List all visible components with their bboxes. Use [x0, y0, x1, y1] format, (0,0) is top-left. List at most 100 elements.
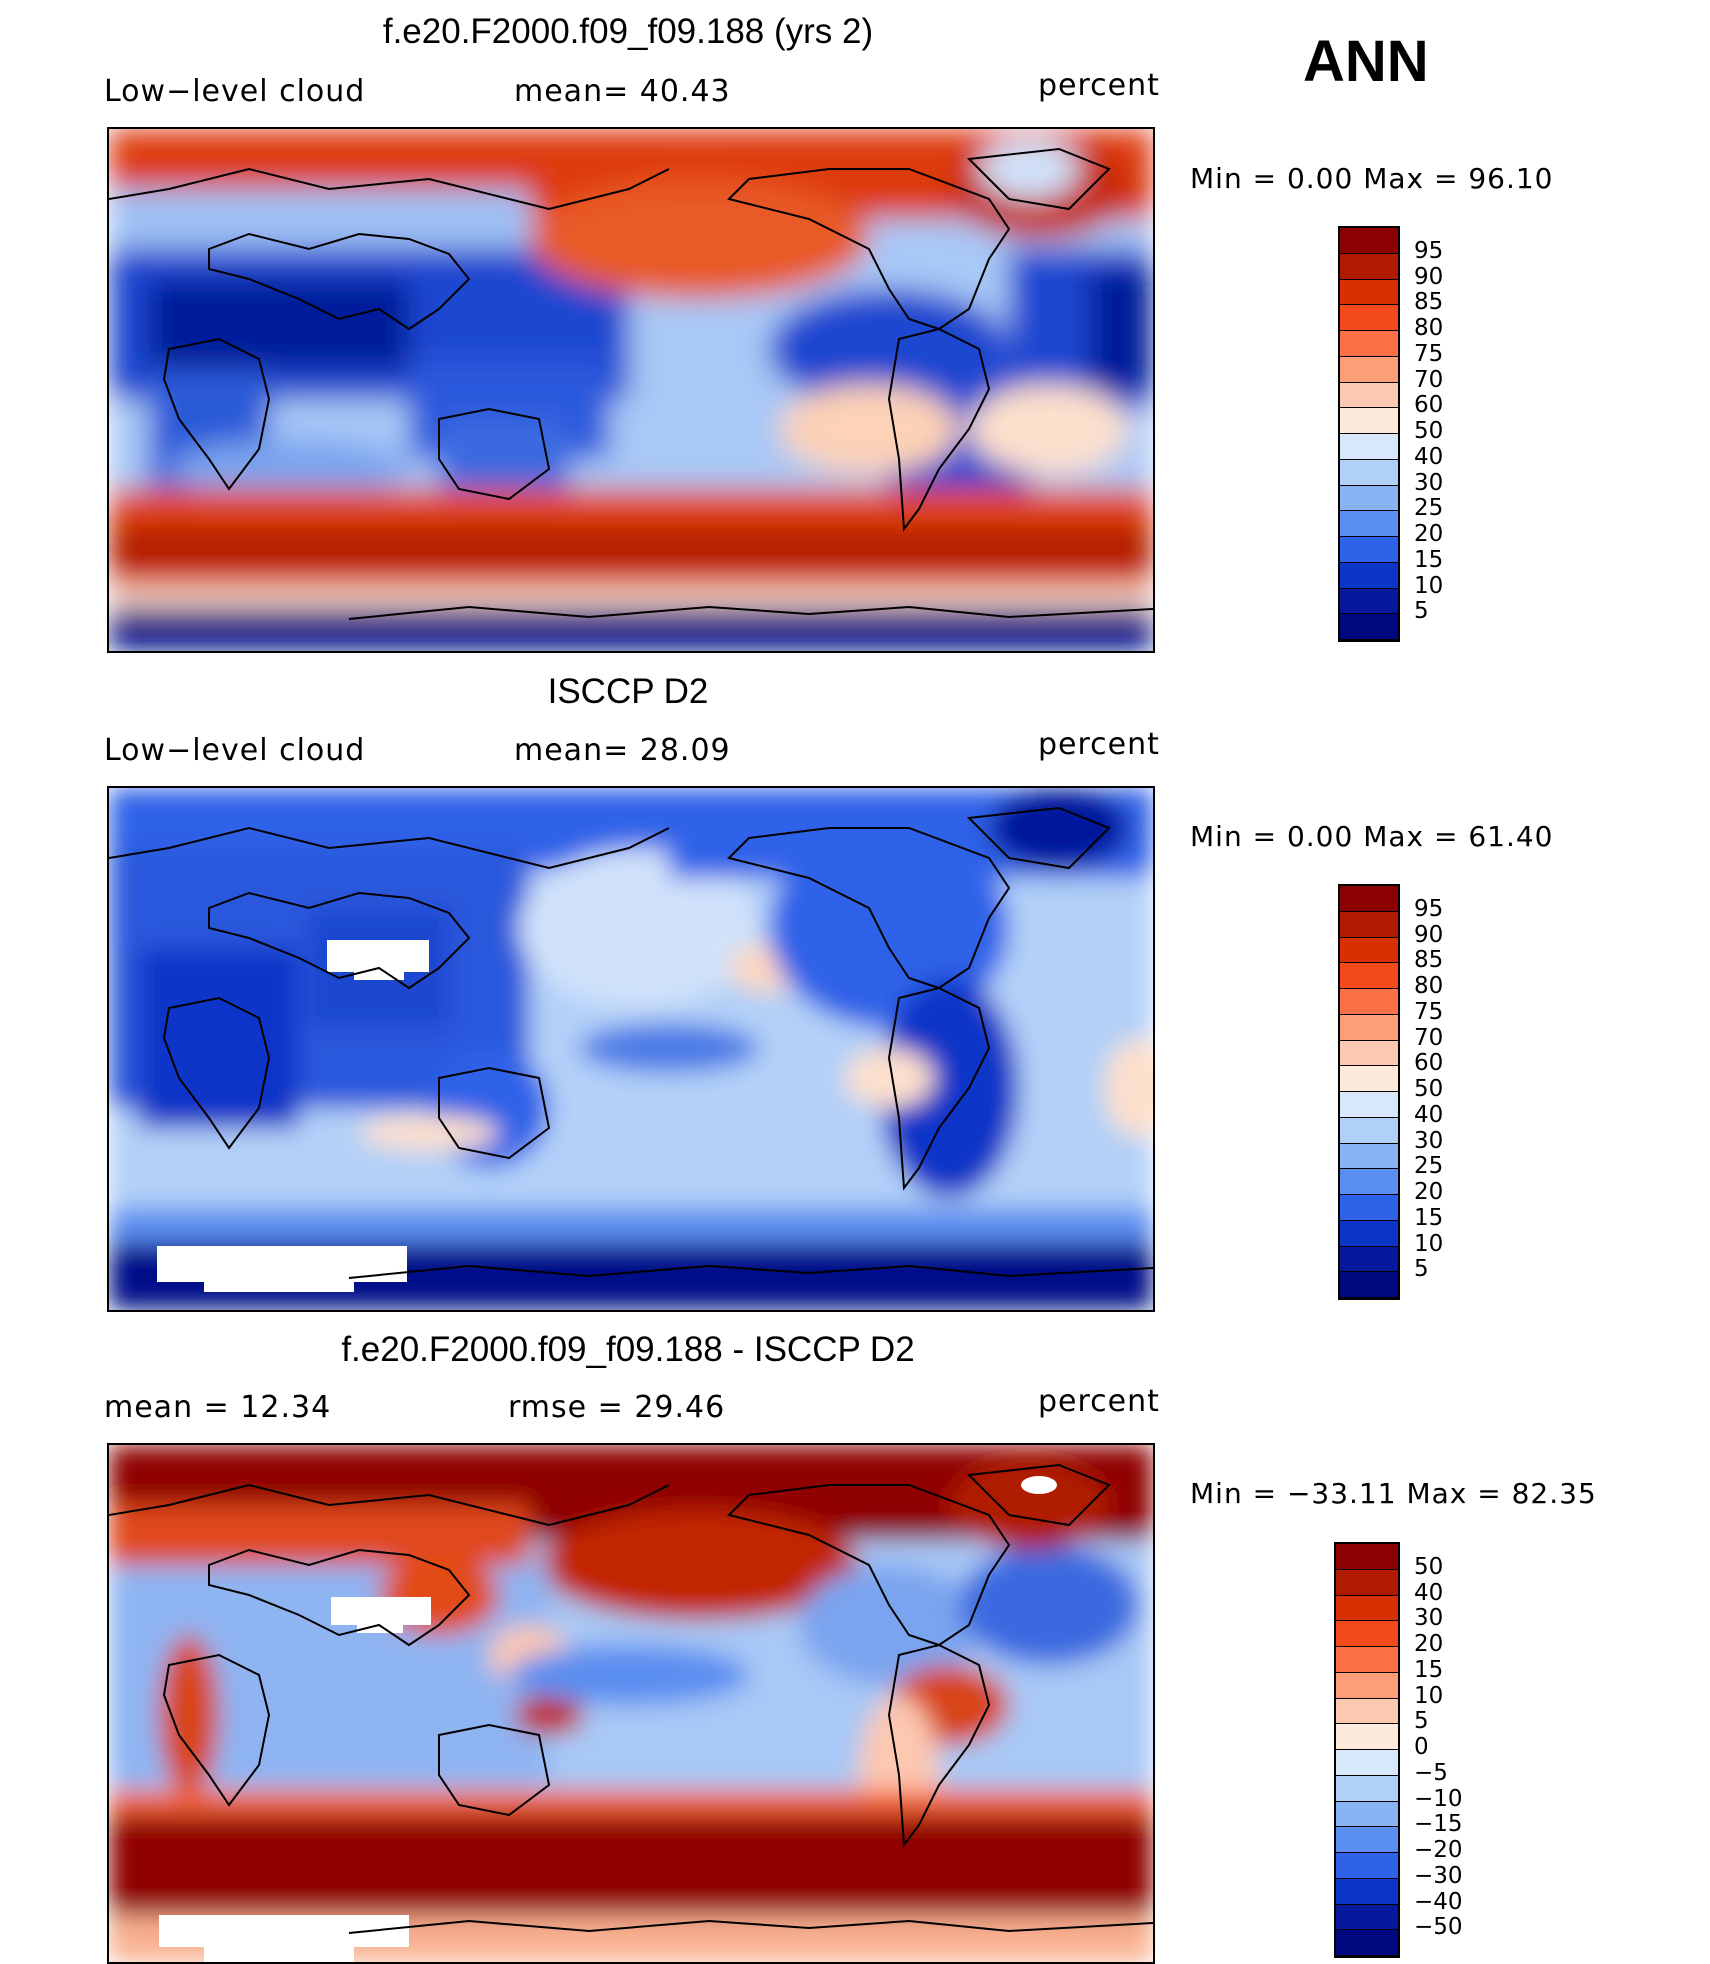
- colorbar-box: [1340, 1246, 1398, 1273]
- colorbar-level-label: 75: [1414, 340, 1444, 367]
- colorbar-box: [1340, 1143, 1398, 1170]
- colorbar-box: [1340, 911, 1398, 938]
- colorbar-level-label: −50: [1414, 1914, 1463, 1941]
- panel-3-title: f.e20.F2000.f09_f09.188 - ISCCP D2: [341, 1330, 915, 1369]
- colorbar-level-label: −40: [1414, 1888, 1463, 1915]
- panel-1-units-label: percent: [1038, 68, 1160, 103]
- colorbar-box: [1340, 511, 1398, 537]
- colorbar-box: [1340, 485, 1398, 512]
- panel-3-minmax: Min = −33.11 Max = 82.35: [1190, 1477, 1597, 1510]
- panel-3-map: [107, 1443, 1155, 1964]
- colorbar-level-label: −20: [1414, 1837, 1463, 1863]
- colorbar-box: [1340, 1014, 1398, 1041]
- colorbar-level-label: 40: [1414, 1579, 1444, 1606]
- panel-2-minmax: Min = 0.00 Max = 61.40: [1190, 820, 1554, 853]
- colorbar-box: [1340, 1117, 1398, 1144]
- panel-1-colorbar: [1338, 226, 1400, 642]
- colorbar-box: [1340, 1040, 1398, 1067]
- colorbar-level-label: 60: [1414, 1050, 1444, 1077]
- colorbar-box: [1340, 1092, 1398, 1118]
- panel-1-mean-label: mean= 40.43: [514, 74, 731, 109]
- colorbar-box: [1336, 1775, 1398, 1802]
- colorbar-level-label: 70: [1414, 366, 1444, 393]
- colorbar-level-label: 95: [1414, 895, 1444, 922]
- panel-1-coastlines: [109, 147, 1153, 620]
- colorbar-box: [1340, 1220, 1398, 1247]
- panel-1-title: f.e20.F2000.f09_f09.188 (yrs 2): [382, 12, 874, 51]
- colorbar-box: [1340, 279, 1398, 306]
- colorbar-level-label: 70: [1414, 1024, 1444, 1051]
- colorbar-box: [1336, 1750, 1398, 1776]
- colorbar-level-label: 15: [1414, 546, 1444, 573]
- colorbar-level-label: 75: [1414, 998, 1444, 1025]
- colorbar-box: [1340, 886, 1398, 912]
- panel-2-coastlines: [109, 806, 1153, 1279]
- colorbar-box: [1340, 253, 1398, 280]
- colorbar-box: [1336, 1724, 1398, 1750]
- colorbar-box: [1336, 1878, 1398, 1905]
- colorbar-level-label: 5: [1414, 1708, 1429, 1735]
- panel-1-contour-field: [109, 129, 1153, 651]
- colorbar-box: [1336, 1930, 1398, 1956]
- colorbar-level-label: 15: [1414, 1656, 1444, 1683]
- colorbar-box: [1340, 1169, 1398, 1195]
- colorbar-level-label: 20: [1414, 1631, 1444, 1657]
- panel-3-units-label: percent: [1038, 1384, 1160, 1419]
- colorbar-box: [1340, 963, 1398, 989]
- panel-3-mean-label: mean = 12.34: [104, 1390, 332, 1425]
- panel-3-colorbar: [1334, 1542, 1400, 1958]
- panel-2-units-label: percent: [1038, 727, 1160, 762]
- colorbar-box: [1336, 1647, 1398, 1673]
- colorbar-box: [1340, 228, 1398, 254]
- colorbar-box: [1340, 588, 1398, 615]
- colorbar-box: [1336, 1544, 1398, 1570]
- colorbar-box: [1340, 562, 1398, 589]
- panel-3-coastlines: [109, 1463, 1153, 1934]
- panel-1-variable-label: Low−level cloud: [104, 74, 366, 109]
- colorbar-level-label: 50: [1414, 418, 1444, 444]
- colorbar-level-label: −10: [1414, 1785, 1463, 1812]
- colorbar-box: [1336, 1827, 1398, 1853]
- colorbar-box: [1340, 537, 1398, 563]
- colorbar-level-label: −15: [1414, 1811, 1463, 1838]
- colorbar-box: [1336, 1698, 1398, 1725]
- colorbar-box: [1340, 382, 1398, 409]
- colorbar-box: [1336, 1672, 1398, 1699]
- colorbar-level-label: 20: [1414, 1179, 1444, 1205]
- colorbar-box: [1340, 356, 1398, 383]
- colorbar-level-label: 25: [1414, 1153, 1444, 1180]
- colorbar-level-label: 85: [1414, 289, 1444, 316]
- colorbar-level-label: 25: [1414, 495, 1444, 522]
- colorbar-level-label: 20: [1414, 521, 1444, 547]
- panel-3-contour-field: [109, 1445, 1153, 1962]
- colorbar-level-label: 80: [1414, 315, 1444, 341]
- colorbar-level-label: 0: [1414, 1734, 1429, 1760]
- panel-1-minmax: Min = 0.00 Max = 96.10: [1190, 162, 1554, 195]
- colorbar-box: [1340, 1066, 1398, 1092]
- colorbar-level-label: 40: [1414, 1101, 1444, 1128]
- colorbar-box: [1340, 614, 1398, 640]
- panel-2-title: ISCCP D2: [547, 672, 709, 711]
- panel-2-mean-label: mean= 28.09: [514, 733, 731, 768]
- colorbar-level-label: 10: [1414, 1230, 1444, 1257]
- panel-2-variable-label: Low−level cloud: [104, 733, 366, 768]
- colorbar-level-label: 30: [1414, 1127, 1444, 1154]
- colorbar-level-label: 90: [1414, 921, 1444, 948]
- colorbar-box: [1336, 1904, 1398, 1931]
- panel-1-map: [107, 127, 1155, 653]
- colorbar-box: [1340, 1272, 1398, 1298]
- colorbar-level-label: −30: [1414, 1862, 1463, 1889]
- colorbar-level-label: 10: [1414, 1682, 1444, 1709]
- colorbar-box: [1340, 305, 1398, 331]
- colorbar-level-label: 10: [1414, 572, 1444, 599]
- colorbar-box: [1336, 1801, 1398, 1828]
- panel-2-colorbar: [1338, 884, 1400, 1300]
- panel-3-rmse-label: rmse = 29.46: [508, 1390, 726, 1425]
- season-label: ANN: [1303, 29, 1429, 94]
- colorbar-box: [1336, 1569, 1398, 1596]
- panel-2-contour-field: [109, 788, 1153, 1310]
- colorbar-level-label: 30: [1414, 469, 1444, 496]
- colorbar-box: [1340, 989, 1398, 1015]
- colorbar-box: [1340, 1195, 1398, 1221]
- colorbar-level-label: −5: [1414, 1759, 1448, 1786]
